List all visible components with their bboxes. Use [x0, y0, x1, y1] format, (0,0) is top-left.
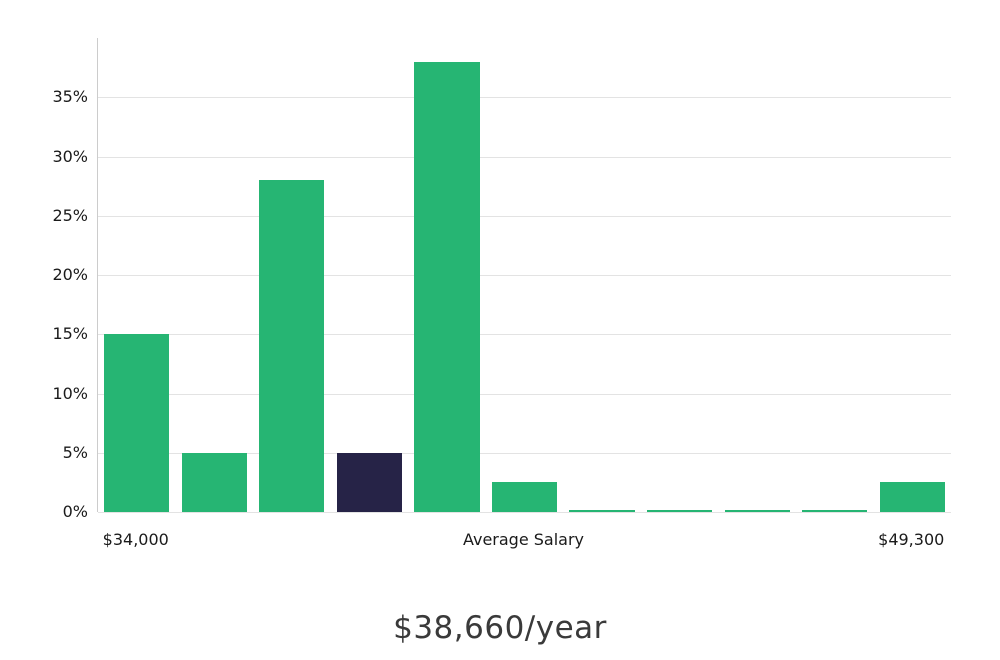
gridline [98, 275, 951, 276]
bar [414, 61, 480, 512]
bar [181, 452, 247, 512]
x-axis-labels: $34,000 Average Salary $49,300 [97, 530, 950, 556]
x-axis-label: Average Salary [462, 530, 585, 549]
plot-area [97, 38, 951, 513]
bar [647, 509, 713, 512]
bar [104, 334, 170, 512]
gridline [98, 452, 951, 454]
y-tick-label: 15% [52, 324, 88, 344]
x-axis-label: $34,000 [102, 530, 169, 549]
bar-highlighted [336, 452, 402, 512]
bar [724, 509, 790, 512]
gridline [98, 393, 951, 395]
gridline [98, 97, 951, 99]
bar [569, 509, 635, 512]
gridline [98, 156, 951, 158]
y-axis-labels: 0% 5% 10% 15% 20% 25% 30% 35% [0, 38, 88, 520]
gridline [98, 334, 951, 336]
y-tick-label: 30% [52, 146, 88, 166]
y-tick-label: 25% [52, 205, 88, 225]
bar [802, 509, 868, 512]
bar [259, 180, 325, 512]
average-salary-title: $38,660/year [393, 610, 607, 646]
x-axis-label: $49,300 [878, 530, 945, 549]
y-tick-label: 5% [62, 442, 88, 462]
y-tick-label: 20% [52, 265, 88, 284]
gridline [98, 512, 951, 513]
y-tick-label: 10% [52, 383, 88, 403]
bar [879, 482, 945, 512]
y-tick-label: 35% [52, 87, 88, 107]
bar [491, 482, 558, 512]
gridline [98, 215, 951, 217]
y-tick-label: 0% [62, 502, 88, 521]
